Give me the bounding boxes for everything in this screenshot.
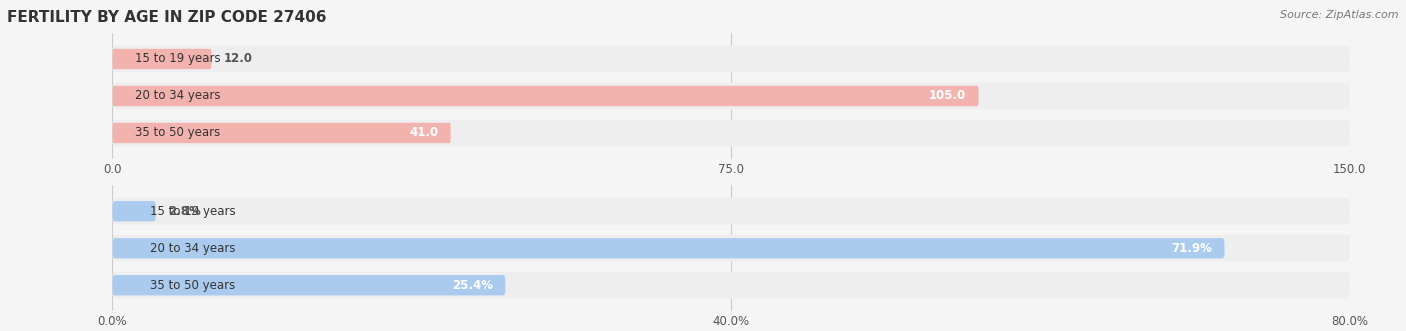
FancyBboxPatch shape xyxy=(112,49,211,69)
Text: 20 to 34 years: 20 to 34 years xyxy=(149,242,235,255)
FancyBboxPatch shape xyxy=(112,238,1225,259)
FancyBboxPatch shape xyxy=(112,86,979,106)
FancyBboxPatch shape xyxy=(112,201,156,221)
FancyBboxPatch shape xyxy=(112,235,1350,261)
FancyBboxPatch shape xyxy=(112,46,1350,72)
FancyBboxPatch shape xyxy=(112,275,505,296)
Text: FERTILITY BY AGE IN ZIP CODE 27406: FERTILITY BY AGE IN ZIP CODE 27406 xyxy=(7,10,326,25)
Text: 35 to 50 years: 35 to 50 years xyxy=(135,126,221,139)
Text: Source: ZipAtlas.com: Source: ZipAtlas.com xyxy=(1281,10,1399,20)
Text: 41.0: 41.0 xyxy=(409,126,439,139)
Text: 20 to 34 years: 20 to 34 years xyxy=(135,89,221,103)
FancyBboxPatch shape xyxy=(112,272,1350,299)
Text: 15 to 19 years: 15 to 19 years xyxy=(149,205,235,218)
Text: 2.8%: 2.8% xyxy=(169,205,201,218)
Text: 105.0: 105.0 xyxy=(929,89,966,103)
FancyBboxPatch shape xyxy=(112,198,1350,224)
FancyBboxPatch shape xyxy=(112,123,451,143)
Text: 35 to 50 years: 35 to 50 years xyxy=(149,279,235,292)
Text: 25.4%: 25.4% xyxy=(451,279,494,292)
FancyBboxPatch shape xyxy=(112,83,1350,109)
Text: 15 to 19 years: 15 to 19 years xyxy=(135,53,221,66)
FancyBboxPatch shape xyxy=(112,120,1350,146)
Text: 71.9%: 71.9% xyxy=(1171,242,1212,255)
Text: 12.0: 12.0 xyxy=(224,53,253,66)
